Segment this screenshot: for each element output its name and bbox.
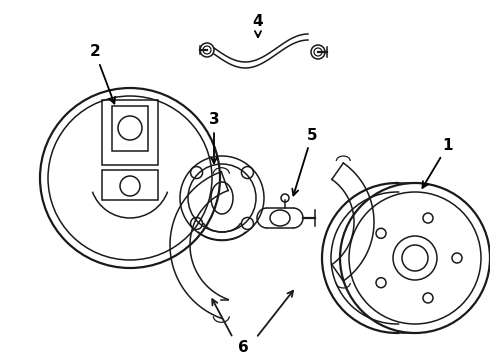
Text: 5: 5 [293,127,318,195]
Text: 6: 6 [238,341,248,356]
Text: 2: 2 [90,45,115,104]
Text: 3: 3 [209,112,220,163]
Text: 1: 1 [422,138,453,188]
Text: 4: 4 [253,14,263,37]
